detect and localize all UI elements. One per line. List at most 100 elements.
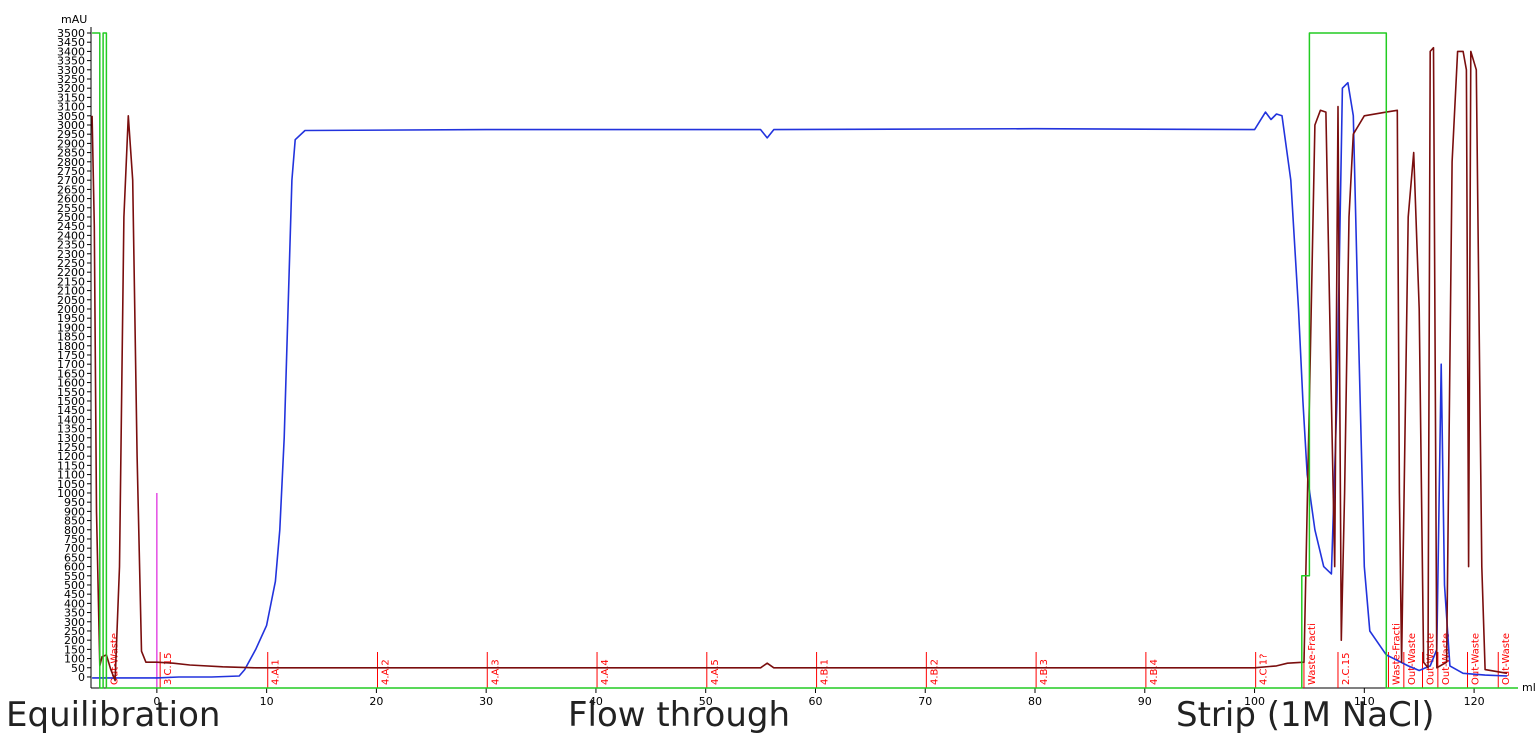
phase-label-equilibration: Equilibration [6,695,221,735]
y-tick-label: 2500 [57,211,85,224]
y-tick-label: 1150 [57,459,85,472]
y-tick-label: 2900 [57,137,85,150]
fraction-label: 4.A.1 [271,659,282,685]
y-tick-label: 1450 [57,404,85,417]
x-tick-label: 80 [1028,695,1042,708]
y-tick-label: 1900 [57,321,85,334]
y-tick-label: 2750 [57,165,85,178]
y-tick-label: 2600 [57,193,85,206]
fraction-label: 4.A.3 [490,659,501,685]
axes: 0501001502002503003504004505005506006507… [57,13,1536,708]
y-tick-label: 1800 [57,340,85,353]
y-tick-label: 600 [64,561,85,574]
fraction-label: 4.A.5 [710,659,721,685]
concentration-line [92,32,1518,689]
y-tick-label: 1600 [57,377,85,390]
x-tick-label: 70 [918,695,932,708]
uv-absorbance-line [92,81,1508,679]
y-tick-label: 2100 [57,285,85,298]
y-tick-label: 1350 [57,423,85,436]
fraction-label: 4.A.2 [380,659,391,685]
y-tick-label: 350 [64,607,85,620]
y-tick-label: 3350 [57,55,85,68]
x-tick-label: 100 [1244,695,1265,708]
fraction-label: Waste-Fracti [1391,623,1402,685]
fraction-label: 3.C.15 [163,653,174,685]
y-tick-label: 1650 [57,367,85,380]
y-tick-label: 1100 [57,469,85,482]
y-tick-label: 500 [64,579,85,592]
y-tick-label: 3150 [57,91,85,104]
x-tick-label: 110 [1354,695,1375,708]
y-tick-label: 3200 [57,82,85,95]
y-tick-label: 2250 [57,257,85,270]
fraction-label: 4.B.3 [1039,659,1050,685]
fraction-label: 2.C.15 [1341,653,1352,685]
x-axis-unit: ml [1522,681,1536,694]
y-tick-label: 2150 [57,275,85,288]
x-tick-label: 50 [699,695,713,708]
y-axis-unit: mAU [61,13,87,26]
fraction-label: Out-Waste [1501,633,1512,685]
fraction-label: 4.B.2 [929,659,940,685]
x-tick-label: 20 [369,695,383,708]
y-tick-label: 1850 [57,331,85,344]
conductivity-line [91,46,1508,682]
y-tick-label: 800 [64,524,85,537]
y-tick-label: 650 [64,551,85,564]
y-tick-label: 2650 [57,183,85,196]
x-tick-label: 40 [589,695,603,708]
y-tick-label: 2850 [57,147,85,160]
y-tick-label: 450 [64,588,85,601]
x-tick-label: 120 [1464,695,1485,708]
y-tick-label: 1000 [57,487,85,500]
y-tick-label: 2350 [57,239,85,252]
y-tick-label: 3050 [57,110,85,123]
y-tick-label: 1050 [57,478,85,491]
y-tick-label: 100 [64,653,85,666]
y-tick-label: 850 [64,515,85,528]
y-tick-label: 1300 [57,432,85,445]
y-tick-label: 150 [64,643,85,656]
y-tick-label: 3250 [57,73,85,86]
y-tick-label: 3500 [57,27,85,40]
y-tick-label: 1950 [57,312,85,325]
y-tick-label: 3000 [57,119,85,132]
y-tick-label: 2950 [57,128,85,141]
x-tick-label: 30 [479,695,493,708]
y-tick-label: 400 [64,597,85,610]
y-tick-label: 2300 [57,248,85,261]
fraction-label: 4.C.1? [1259,654,1270,685]
x-tick-label: 10 [260,695,274,708]
phase-label-flow-through: Flow through [568,695,791,735]
y-tick-label: 2200 [57,266,85,279]
y-tick-label: 200 [64,634,85,647]
y-tick-label: 1250 [57,441,85,454]
phase-label-strip: Strip (1M NaCl) [1176,695,1435,735]
fraction-label: Out-Waste [109,633,120,685]
fraction-label: Out-Waste [1407,633,1418,685]
y-tick-label: 50 [71,662,85,675]
fraction-label: 4.A.4 [600,659,611,685]
y-tick-label: 3400 [57,45,85,58]
y-tick-label: 2800 [57,156,85,169]
y-tick-label: 3300 [57,64,85,77]
y-tick-label: 2550 [57,202,85,215]
y-tick-label: 3450 [57,36,85,49]
y-tick-label: 2000 [57,303,85,316]
y-tick-label: 1400 [57,413,85,426]
y-tick-label: 2400 [57,229,85,242]
y-tick-label: 750 [64,533,85,546]
fraction-label: 4.B.1 [820,659,831,685]
y-tick-label: 1550 [57,386,85,399]
y-tick-label: 250 [64,625,85,638]
y-tick-label: 3100 [57,101,85,114]
y-tick-label: 1700 [57,358,85,371]
y-tick-label: 2700 [57,174,85,187]
y-tick-label: 700 [64,542,85,555]
x-tick-label: 60 [808,695,822,708]
fraction-label: Out-Waste [1471,633,1482,685]
fraction-label: Waste-Fracti [1307,623,1318,685]
y-tick-label: 900 [64,505,85,518]
y-tick-label: 2050 [57,294,85,307]
